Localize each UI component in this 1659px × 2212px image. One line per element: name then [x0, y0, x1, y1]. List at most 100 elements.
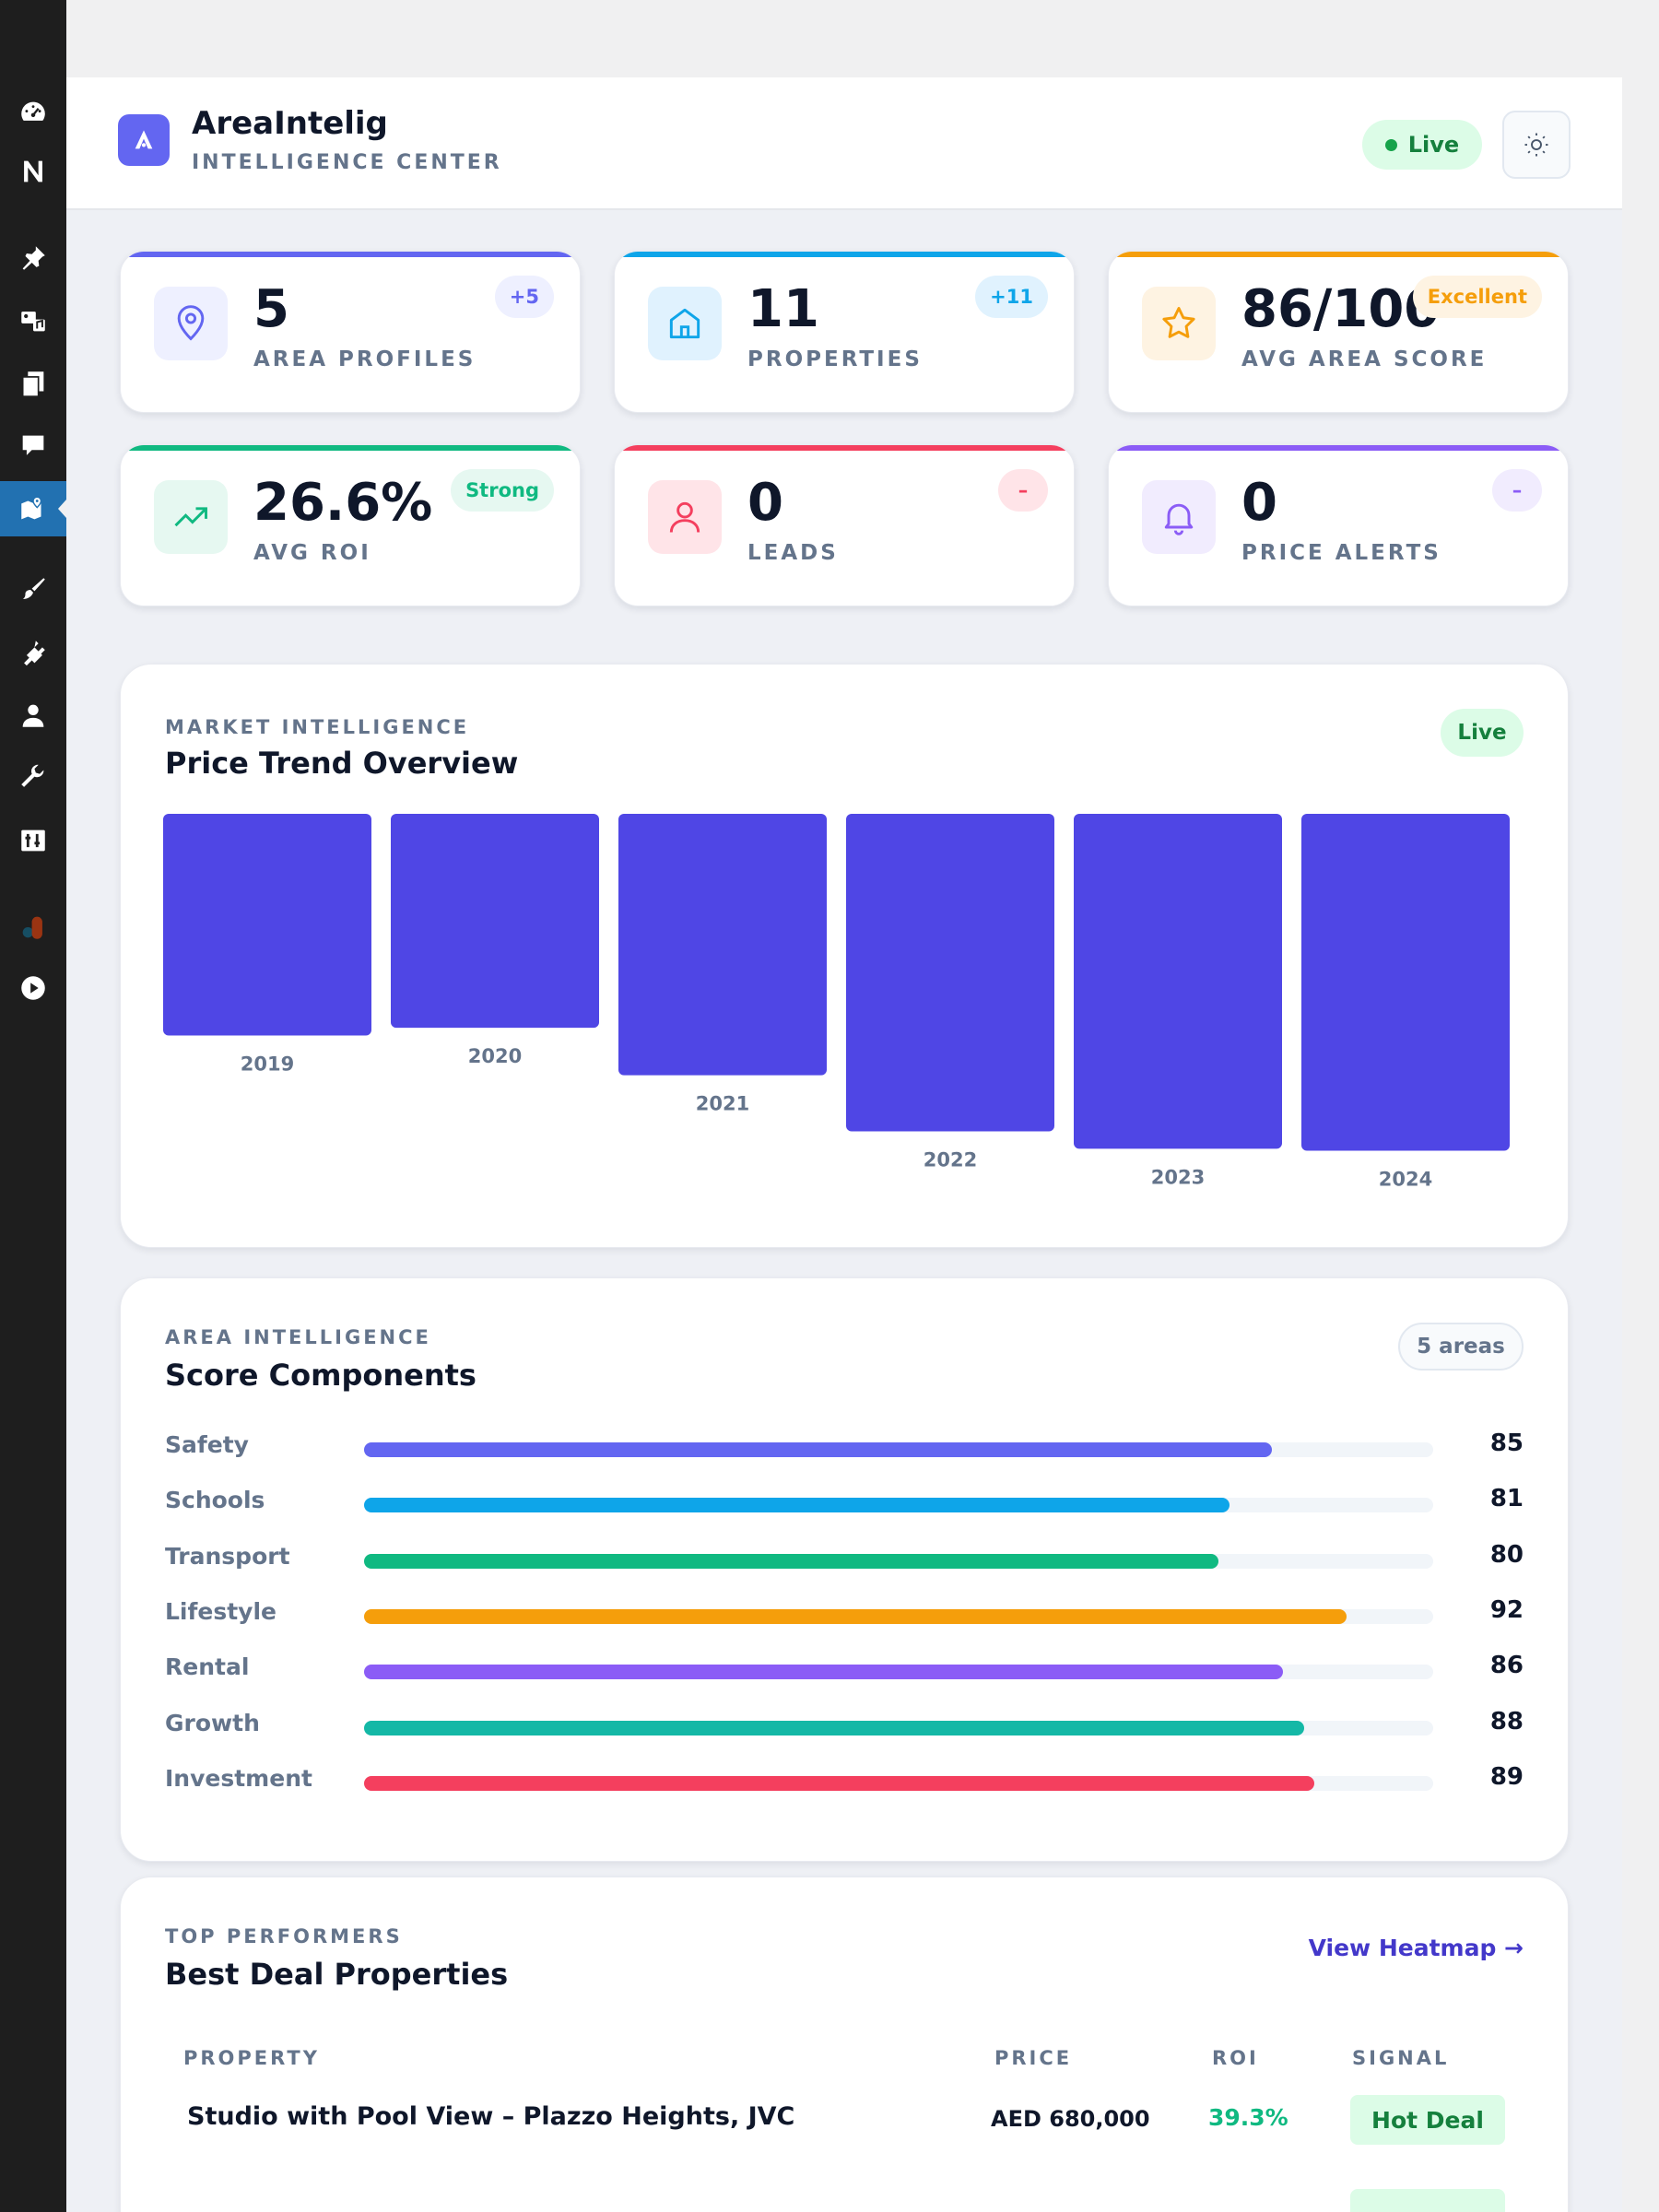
app-title: AreaIntelig: [192, 105, 388, 142]
score-bar-fill: [364, 1553, 1218, 1569]
stat-badge: Excellent: [1412, 276, 1542, 318]
settings-icon[interactable]: [0, 813, 66, 868]
chart-bar-2019[interactable]: [163, 814, 371, 1036]
tools-icon[interactable]: [0, 750, 66, 806]
score-value: 89: [1489, 1762, 1524, 1791]
bell-icon: [1142, 480, 1216, 554]
score-bar-fill: [364, 1608, 1347, 1624]
star-icon: [1142, 287, 1216, 360]
stat-card-price-alerts[interactable]: 0 PRICE ALERTS –: [1108, 444, 1569, 606]
panel-title: Best Deal Properties: [165, 1957, 509, 1992]
stat-card-avg-roi[interactable]: 26.6% AVG ROI Strong: [120, 444, 581, 606]
chart-x-tick-label: 2021: [696, 1093, 749, 1115]
score-value: 81: [1489, 1485, 1524, 1513]
stat-card-area-profiles[interactable]: 5 AREA PROFILES +5: [120, 251, 581, 413]
score-bar-track: [364, 1553, 1433, 1569]
stat-label: PRICE ALERTS: [1241, 541, 1441, 565]
chart-bar-2023[interactable]: [1074, 814, 1282, 1149]
score-label: Growth: [165, 1709, 260, 1736]
comments-icon[interactable]: [0, 418, 66, 474]
score-bar-track: [364, 1665, 1433, 1680]
score-bar-fill: [364, 1775, 1315, 1791]
stat-card-leads[interactable]: 0 LEADS –: [614, 444, 1075, 606]
media-icon[interactable]: [0, 293, 66, 348]
score-bar-fill: [364, 1442, 1272, 1457]
live-dot-icon: [1384, 138, 1397, 151]
home-icon: [648, 287, 722, 360]
view-heatmap-link[interactable]: View Heatmap →: [1308, 1935, 1524, 1961]
property-name[interactable]: Studio with Pool View – Plazzo Heights, …: [187, 2102, 795, 2131]
score-label: Transport: [165, 1542, 290, 1570]
app-header: AreaIntelig INTELLIGENCE CENTER Live: [66, 77, 1622, 210]
stat-value: 0: [1241, 473, 1277, 533]
stat-label: AREA PROFILES: [253, 347, 477, 371]
score-bar-track: [364, 1608, 1433, 1624]
sun-icon: [1524, 133, 1548, 157]
score-bar-fill: [364, 1720, 1304, 1735]
stat-value: 0: [747, 473, 783, 533]
live-badge: Live: [1441, 709, 1524, 757]
score-bar-track: [364, 1442, 1433, 1457]
property-price: AED 680,000: [991, 2106, 1150, 2132]
chart-bar-2024[interactable]: [1301, 814, 1510, 1151]
column-header-property: PROPERTY: [183, 2047, 320, 2069]
score-components-panel: AREA INTELLIGENCE Score Components 5 are…: [120, 1277, 1569, 1862]
score-bar-fill: [364, 1665, 1283, 1680]
score-value: 88: [1489, 1707, 1524, 1735]
stat-value: 11: [747, 279, 819, 339]
panel-kicker: TOP PERFORMERS: [165, 1925, 403, 1947]
best-deals-panel: TOP PERFORMERS Best Deal Properties View…: [120, 1877, 1569, 2212]
column-header-price: PRICE: [994, 2047, 1073, 2069]
pages-icon[interactable]: [0, 356, 66, 411]
notion-icon[interactable]: [0, 144, 66, 199]
column-header-signal: SIGNAL: [1352, 2047, 1450, 2069]
chart-x-tick-label: 2023: [1151, 1166, 1205, 1188]
price-trend-panel: MARKET INTELLIGENCE Price Trend Overview…: [120, 664, 1569, 1248]
chart-x-tick-label: 2024: [1379, 1169, 1432, 1191]
score-value: 80: [1489, 1540, 1524, 1569]
live-status-label: Live: [1407, 132, 1460, 158]
stat-card-avg-area-score[interactable]: 86/100 AVG AREA SCORE Excellent: [1108, 251, 1569, 413]
play-icon[interactable]: [0, 960, 66, 1016]
avatar-icon[interactable]: [0, 900, 66, 955]
stat-badge: –: [1492, 469, 1542, 512]
stat-label: LEADS: [747, 541, 839, 565]
score-bar-track: [364, 1720, 1433, 1735]
stat-badge: +5: [494, 276, 554, 318]
panel-kicker: AREA INTELLIGENCE: [165, 1326, 431, 1348]
score-value: 92: [1489, 1595, 1524, 1624]
dashboard-icon[interactable]: [0, 85, 66, 140]
panel-kicker: MARKET INTELLIGENCE: [165, 716, 470, 738]
signal-badge: [1350, 2189, 1505, 2212]
stat-value: 26.6%: [253, 473, 433, 533]
stat-value: 5: [253, 279, 289, 339]
stat-label: AVG AREA SCORE: [1241, 347, 1488, 371]
chart-bar-2022[interactable]: [846, 814, 1054, 1132]
plugins-icon[interactable]: [0, 625, 66, 680]
trending-up-icon: [154, 480, 228, 554]
chart-x-tick-label: 2020: [468, 1045, 522, 1067]
score-label: Rental: [165, 1653, 250, 1681]
score-bar-fill: [364, 1498, 1230, 1513]
score-label: Safety: [165, 1431, 249, 1458]
users-icon[interactable]: [0, 688, 66, 743]
areas-count-badge: 5 areas: [1398, 1323, 1524, 1371]
signal-badge: Hot Deal: [1350, 2095, 1505, 2145]
chart-bar-2020[interactable]: [391, 814, 599, 1029]
stat-card-properties[interactable]: 11 PROPERTIES +11: [614, 251, 1075, 413]
user-icon: [648, 480, 722, 554]
appearance-icon[interactable]: [0, 562, 66, 618]
stat-value: 86/100: [1241, 279, 1441, 339]
panel-title: Price Trend Overview: [165, 746, 519, 781]
admin-sidebar: [0, 0, 66, 2212]
theme-toggle-button[interactable]: [1502, 111, 1571, 179]
chart-bar-2021[interactable]: [618, 814, 827, 1076]
stat-label: PROPERTIES: [747, 347, 923, 371]
app-logo-icon: [118, 114, 170, 166]
score-label: Schools: [165, 1487, 265, 1514]
map-icon[interactable]: [0, 481, 66, 536]
score-bar-track: [364, 1498, 1433, 1513]
stat-badge: +11: [975, 276, 1048, 318]
stat-badge: –: [998, 469, 1048, 512]
pin-icon[interactable]: [0, 230, 66, 286]
